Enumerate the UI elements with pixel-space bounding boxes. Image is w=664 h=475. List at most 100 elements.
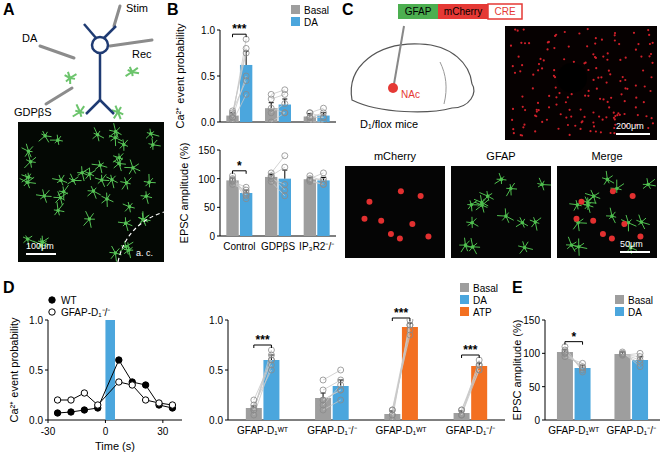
data-point [619, 352, 625, 358]
astrocyte [84, 211, 95, 228]
y-tick-label: 0.0 [209, 415, 223, 426]
astrocyte-soma [96, 133, 100, 137]
micrograph-background [557, 166, 657, 258]
astrocyte [113, 153, 123, 166]
cell [597, 77, 599, 79]
cell [605, 81, 607, 83]
astrocyte-soma [29, 160, 33, 164]
data-point [282, 187, 288, 193]
data-point [307, 114, 313, 120]
astrocyte-soma [27, 150, 31, 154]
plot-area [226, 36, 329, 123]
cell [397, 235, 403, 241]
y-tick [217, 236, 220, 237]
data-point [54, 397, 60, 403]
paired-line [310, 117, 324, 118]
data-point [81, 407, 87, 413]
y-tick [542, 420, 545, 421]
astrocyte [84, 168, 96, 180]
paired-line [271, 104, 285, 113]
cell [558, 92, 560, 94]
data-point [476, 362, 482, 368]
bar [471, 366, 487, 420]
cell [418, 193, 424, 199]
error-cap [321, 177, 326, 178]
micrograph [557, 166, 657, 258]
error-bar [282, 170, 287, 179]
astrocyte-soma [68, 76, 72, 80]
cell [607, 101, 609, 103]
bar [279, 179, 291, 236]
data-point [268, 96, 274, 102]
y-tick [217, 76, 220, 77]
cell [596, 88, 598, 90]
cell [573, 216, 579, 222]
legend-swatch [291, 5, 300, 14]
astrocyte-soma [144, 194, 148, 198]
cell [624, 87, 626, 89]
astrocyte [22, 144, 33, 157]
series-line [58, 382, 173, 405]
cell [590, 218, 596, 224]
data-point [562, 350, 568, 356]
cell [578, 32, 580, 34]
paired-line [392, 325, 410, 415]
neuron-dendrite [86, 100, 100, 114]
pipette [394, 26, 404, 84]
cell [643, 101, 645, 103]
astrocyte [53, 191, 67, 205]
cell [521, 96, 523, 98]
astrocyte-soma [114, 251, 118, 255]
cell [528, 42, 530, 44]
astrocyte-soma [151, 143, 155, 147]
cell [514, 28, 516, 30]
cell [613, 127, 615, 129]
astrocyte [77, 166, 89, 181]
data-point [230, 114, 236, 120]
astrocyte [124, 242, 133, 258]
cell [571, 93, 573, 95]
micrograph [505, 26, 657, 140]
cell [539, 58, 541, 60]
cell [595, 37, 597, 39]
bar [315, 398, 331, 420]
mouse-label: D₁/flox mice [360, 118, 418, 130]
astrocyte-soma [100, 178, 104, 182]
astrocyte-soma [80, 171, 84, 175]
cell [598, 115, 600, 117]
y-tick [217, 178, 220, 179]
cell [584, 95, 586, 97]
cell [609, 73, 611, 75]
astrocyte-soma [78, 110, 82, 114]
cell [524, 42, 526, 44]
astrocyte [465, 238, 481, 254]
data-point [243, 192, 249, 198]
data-point [459, 412, 465, 418]
cell [652, 122, 654, 124]
schematic-label: Rec [132, 48, 152, 60]
micrograph-background [18, 122, 164, 262]
y-tick-label: 0.5 [201, 71, 215, 82]
scale-bar [620, 251, 650, 253]
astrocyte-soma [131, 166, 135, 170]
cell [534, 115, 536, 117]
cell [583, 116, 585, 118]
cell [569, 109, 571, 111]
data-point [407, 322, 413, 328]
astrocyte-soma [480, 201, 484, 205]
astrocyte [39, 131, 52, 142]
astrocyte [466, 217, 478, 228]
cell [622, 76, 624, 78]
astrocyte-soma [125, 181, 129, 185]
astrocyte [518, 241, 533, 253]
astrocyte-soma [105, 197, 109, 201]
micrograph [18, 122, 164, 262]
cell [548, 95, 550, 97]
cell [619, 80, 621, 82]
cell [595, 57, 597, 59]
y-tick [542, 320, 545, 321]
schematic [40, 6, 152, 119]
paired-line [233, 94, 247, 122]
schematic-label: GDPβS [14, 106, 52, 118]
cell [518, 56, 520, 58]
